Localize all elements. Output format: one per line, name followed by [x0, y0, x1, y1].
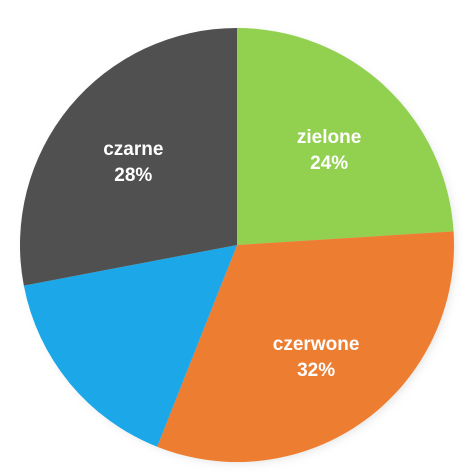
data-label-zielone: zielone 24%	[297, 127, 361, 174]
pie-slice-czerwone	[157, 231, 454, 462]
slice-category-label: czerwone	[273, 334, 360, 355]
pie-slice-czarne	[19, 28, 237, 286]
pie-slices	[19, 28, 454, 462]
slice-value-label: 28%	[114, 165, 152, 186]
pie-slice-slice-3	[23, 245, 238, 447]
data-label-czarne: czarne 28%	[103, 139, 163, 186]
slice-category-label: czarne	[103, 139, 163, 160]
slice-value-label: 32%	[297, 360, 335, 381]
data-label-czerwone: czerwone 32%	[273, 334, 360, 381]
slice-category-label: zielone	[297, 127, 361, 148]
slice-value-label: 24%	[310, 153, 348, 174]
pie-labels: zielone 24% czerwone 32% czarne 28%	[103, 127, 361, 381]
pie-slice-zielone	[237, 28, 454, 245]
